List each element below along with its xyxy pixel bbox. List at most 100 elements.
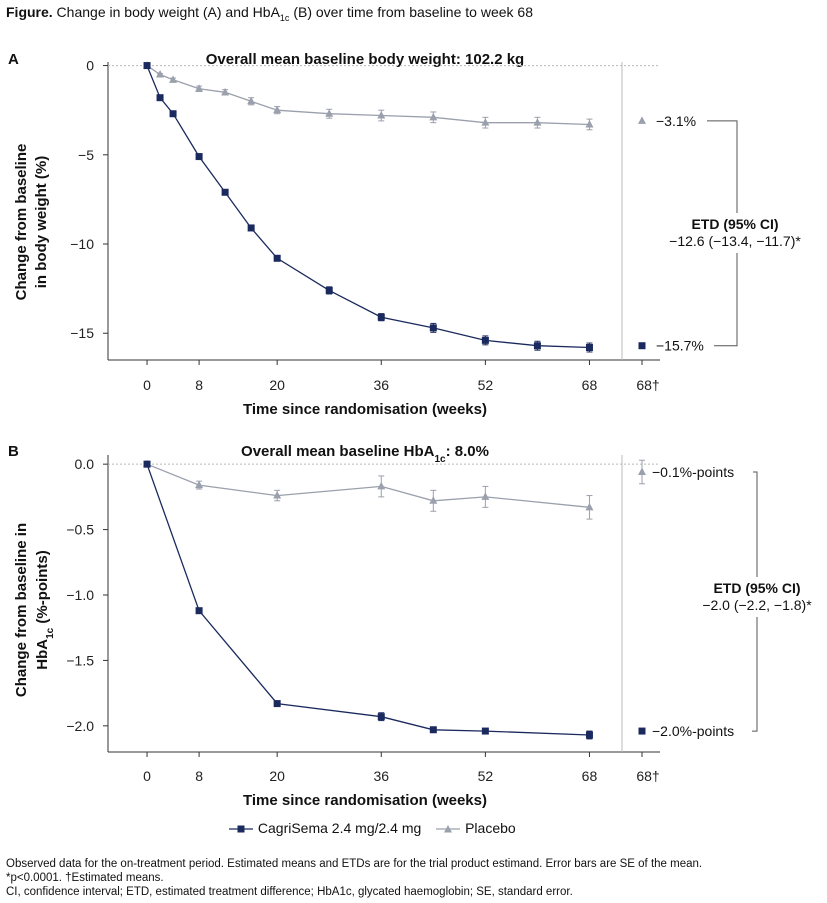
panel-a-y-axis-label-line-2: in body weight (%) xyxy=(33,156,50,289)
figure-title: Figure. Change in body weight (A) and Hb… xyxy=(6,4,533,23)
panel-a-placebo-end-label: −3.1% xyxy=(656,113,696,129)
panel-b-placebo-point xyxy=(481,492,490,500)
footnotes: Observed data for the on-treatment perio… xyxy=(6,857,702,899)
panel-b-etd-backdrop xyxy=(672,577,827,617)
panel-a-cagrisema-point xyxy=(247,224,255,232)
figure-title-text-b: (B) over time from baseline to week 68 xyxy=(289,4,533,20)
panel-a-cagrisema-point xyxy=(273,254,281,262)
figure-label: Figure. xyxy=(6,4,53,20)
footnote-line-1: Observed data for the on-treatment perio… xyxy=(6,858,703,870)
legend-swatch-placebo xyxy=(436,825,461,833)
panel-b-cagrisema-line xyxy=(146,463,590,736)
panel-b-placebo-point xyxy=(377,481,386,490)
panel-a-placebo-point xyxy=(221,87,230,96)
panel-b-y-axis-label-line-2-part-1: 1c xyxy=(45,627,56,639)
panel-b-cagrisema-point xyxy=(273,700,281,708)
panel-a-cagrisema-point xyxy=(585,344,593,352)
panel-b-x-tick-label: 20 xyxy=(269,768,285,784)
footnote-line-2: *p<0.0001. †Estimated means. xyxy=(6,872,164,884)
panel-b-y-tick-label: −1.0 xyxy=(66,587,94,603)
panel-b-y-axis-label-line-1: Change from baseline in xyxy=(13,523,30,697)
panel-b-cagrisema-end-label: −2.0%-points xyxy=(652,723,734,739)
panel-a-x-tick-label: 0 xyxy=(143,377,151,393)
panel-a-placebo-point xyxy=(585,119,594,128)
panel-b-y-tick-label: −1.5 xyxy=(66,652,94,668)
panel-b-label: B xyxy=(8,443,19,460)
panel-a-placebo-point xyxy=(169,75,178,83)
panel-b-y-axis-label-line-2-part-2: (%-points) xyxy=(34,550,51,627)
panel-b-placebo-estimated-point xyxy=(638,467,646,476)
legend-item-cagrisema: CagriSema 2.4 mg/2.4 mg xyxy=(228,820,421,836)
panel-b-placebo-point xyxy=(429,496,438,504)
panel-b-cagrisema-point xyxy=(143,460,151,468)
panel-b-y-tick-label: −0.5 xyxy=(66,522,94,538)
panel-b-y-axis-label-line-2-part-0: HbA xyxy=(34,639,51,670)
panel-a-cagrisema-line xyxy=(146,65,590,349)
legend-item-placebo: Placebo xyxy=(435,820,516,836)
panel-b-title-part-0: Overall mean baseline HbA xyxy=(241,443,435,460)
panel-a-x-tick-label: 36 xyxy=(373,377,389,393)
panel-a-y-tick-label: −15 xyxy=(70,325,94,341)
legend-label-cagrisema: CagriSema 2.4 mg/2.4 mg xyxy=(257,820,422,836)
panel-b-placebo-point xyxy=(195,480,204,489)
panel-b-cagrisema-estimated-point xyxy=(638,727,646,735)
panel-a-cagrisema-point xyxy=(156,94,164,102)
panel-b-placebo-end-label: −0.1%-points xyxy=(652,464,734,480)
panel-a-cagrisema-point xyxy=(221,188,229,196)
panel-b-x-tick-label: 8 xyxy=(195,768,203,784)
panel-b-title-part-1: 1c xyxy=(434,454,446,465)
panel-b-title-part-2: : 8.0% xyxy=(446,443,489,460)
panel-a-cagrisema-end-label: −15.7% xyxy=(656,338,704,354)
panel-a-label: A xyxy=(8,51,19,68)
panel-a-x-tick-label-estimated: 68† xyxy=(636,377,659,393)
panel-a-placebo-line xyxy=(146,65,590,126)
panel-a-etd-value: −12.6 (−13.4, −11.7)* xyxy=(669,233,801,249)
panel-b-cagrisema-point xyxy=(481,727,489,735)
panel-a-cagrisema-point xyxy=(481,336,489,344)
legend-label-placebo: Placebo xyxy=(465,820,516,836)
panel-b-x-axis-label: Time since randomisation (weeks) xyxy=(243,792,487,809)
panel-a-x-axis-label: Time since randomisation (weeks) xyxy=(243,401,487,418)
panel-a-y-tick-label: 0 xyxy=(86,58,94,74)
panel-b-x-tick-label: 0 xyxy=(143,768,151,784)
panel-a-placebo-point xyxy=(533,118,542,126)
panel-a-placebo-point xyxy=(325,109,334,117)
panel-b-cagrisema-point xyxy=(195,607,203,615)
panel-a-placebo-point xyxy=(195,84,204,92)
panel-a-placebo-point xyxy=(247,96,256,105)
panel-a-cagrisema-point xyxy=(325,286,333,294)
panel-b-cagrisema-point xyxy=(429,726,437,734)
panel-b-placebo-line xyxy=(146,463,590,508)
panel-b-cagrisema-point xyxy=(585,731,593,739)
panel-a-y-tick-label: −5 xyxy=(78,147,94,163)
panel-a-cagrisema-estimated-point xyxy=(638,342,646,350)
figure-title-sub: 1c xyxy=(279,12,290,23)
panel-a-cagrisema-point xyxy=(377,313,385,321)
panel-b-x-tick-label-estimated: 68† xyxy=(636,768,659,784)
chart-legend: CagriSema 2.4 mg/2.4 mg Placebo xyxy=(228,820,526,836)
panel-b-etd-value: −2.0 (−2.2, −1.8)* xyxy=(702,597,812,613)
legend-swatch-cagrisema xyxy=(229,825,253,833)
panel-a-title: Overall mean baseline body weight: 102.2… xyxy=(206,51,524,68)
panel-a-placebo-estimated-point xyxy=(638,116,646,124)
panel-a-placebo-point xyxy=(273,105,282,114)
panel-a-placebo-point xyxy=(481,118,490,126)
panel-a-y-axis-label-line-1: Change from baseline xyxy=(13,144,30,301)
panel-b-placebo-point xyxy=(273,491,282,499)
panel-a-x-tick-label: 8 xyxy=(195,377,203,393)
panel-a-cagrisema-point xyxy=(429,324,437,332)
panel-a-x-tick-label: 52 xyxy=(478,377,494,393)
panel-a-cagrisema-point xyxy=(143,62,151,70)
panel-b-title: Overall mean baseline HbA1c: 8.0% xyxy=(241,443,489,465)
panel-b-placebo-point xyxy=(585,502,594,511)
footnote-line-3: CI, confidence interval; ETD, estimated … xyxy=(6,886,573,898)
figure-title-text-a: Change in body weight (A) and HbA xyxy=(52,4,280,20)
panel-b-etd-heading: ETD (95% CI) xyxy=(713,580,800,596)
panel-a-placebo-point xyxy=(429,112,438,121)
panel-a-etd-backdrop xyxy=(650,213,820,253)
panel-b-x-tick-label: 68 xyxy=(582,768,598,784)
panel-b-y-tick-label: −2.0 xyxy=(66,718,94,734)
panel-a-x-tick-label: 68 xyxy=(582,377,598,393)
panel-a-x-tick-label: 20 xyxy=(269,377,285,393)
